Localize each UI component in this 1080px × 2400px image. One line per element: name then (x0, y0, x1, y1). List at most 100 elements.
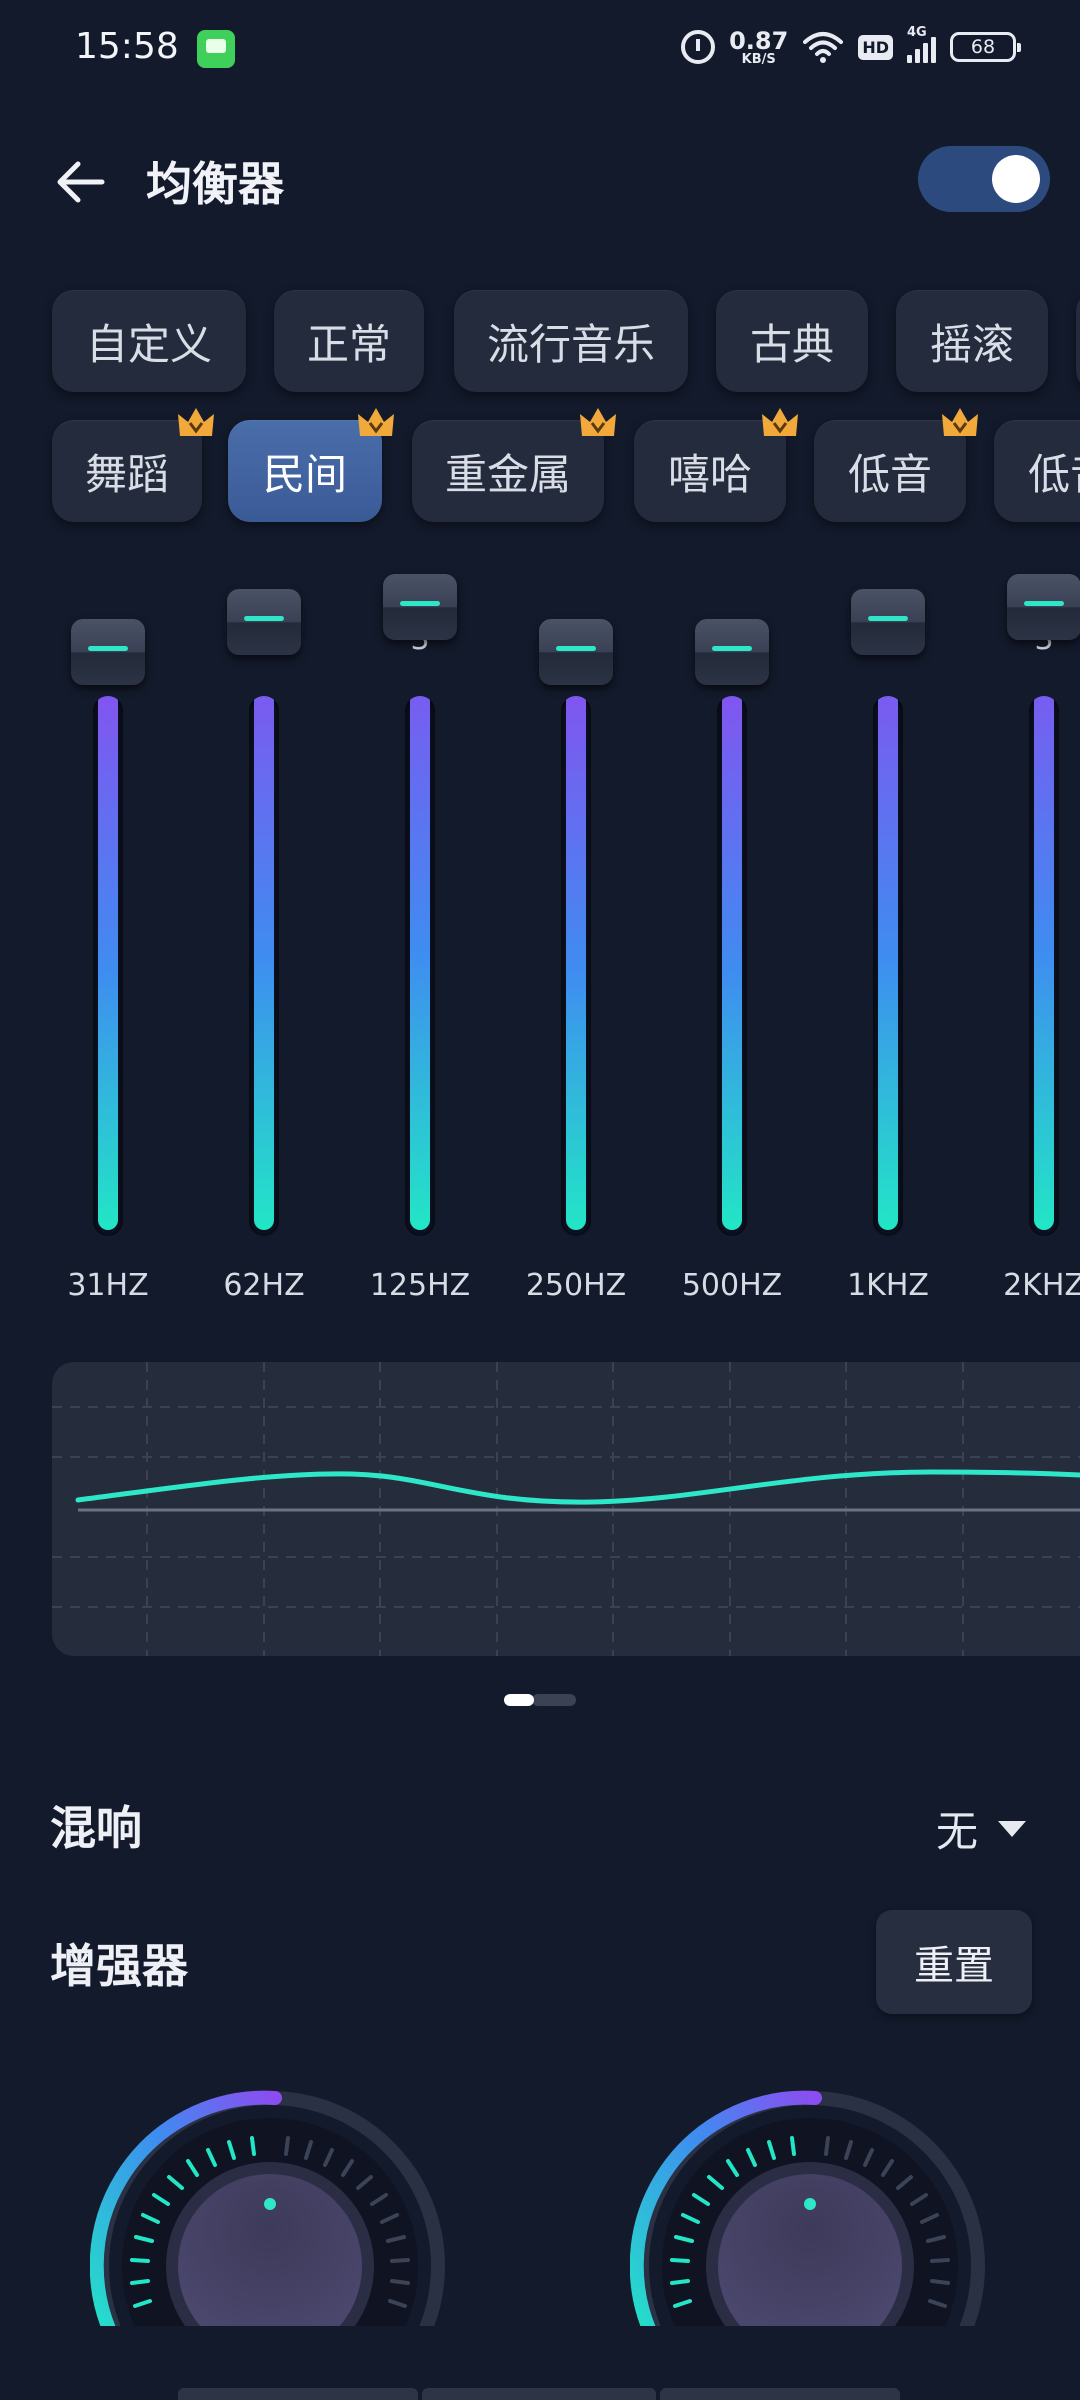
bottom-tab-strip (178, 2384, 1078, 2400)
reverb-value: 无 (935, 1807, 978, 1856)
page-dot-active (504, 1694, 534, 1706)
preset-label: 低音 (847, 449, 932, 499)
preset-chip[interactable]: 摇滚 (896, 290, 1048, 392)
band-slider-track[interactable] (1029, 696, 1059, 1236)
preset-label: 摇滚 (929, 319, 1014, 369)
band-frequency: 500HZ (681, 1268, 783, 1303)
band-slider-track[interactable] (717, 696, 747, 1236)
enhancer-knob-right[interactable] (630, 2086, 990, 2326)
net-speed: 0.87 KB/S (729, 29, 788, 66)
band-frequency: 2KHZ (1003, 1268, 1080, 1303)
band-slider-fill (566, 696, 586, 1230)
band-frequency: 62HZ (223, 1268, 305, 1303)
eq-band: 3 125HZ (350, 574, 490, 1303)
band-slider-fill (254, 696, 274, 1230)
reset-label: 重置 (914, 1943, 994, 1989)
band-slider-thumb[interactable] (695, 619, 769, 685)
band-frequency: 31HZ (67, 1268, 149, 1303)
bottom-tab[interactable] (422, 2388, 656, 2400)
preset-label: 古典 (749, 319, 834, 369)
crown-icon (762, 408, 798, 436)
wifi-icon (803, 32, 844, 63)
preset-chip[interactable]: 正常 (274, 290, 424, 392)
hd-badge: HD (858, 34, 893, 60)
reverb-dropdown[interactable]: 无 (936, 1798, 1026, 1859)
band-slider-fill (722, 696, 742, 1230)
header: 均衡器 (0, 130, 1080, 226)
rotary-knob-icon (90, 2090, 445, 2326)
preset-chip[interactable]: 重金属 (412, 408, 616, 522)
preset-row-2: 舞蹈 民间 重金属 嘻哈 低音 低音 (0, 408, 1080, 526)
toggle-knob (992, 155, 1040, 203)
crown-icon (358, 408, 394, 436)
preset-label: 低音 (1028, 449, 1080, 499)
eq-band: 2 1KHZ (818, 589, 958, 1303)
messages-app-icon (197, 30, 235, 68)
band-slider-track[interactable] (249, 696, 279, 1236)
equalizer-enable-toggle[interactable] (918, 146, 1050, 212)
alarm-icon (681, 30, 716, 64)
crown-icon (178, 408, 214, 436)
preset-label: 民间 (262, 449, 347, 499)
battery-level: 68 (970, 36, 996, 58)
battery-icon: 68 (950, 32, 1021, 62)
band-frequency: 125HZ (369, 1268, 471, 1303)
band-slider-thumb[interactable] (227, 589, 301, 655)
eq-curve-line (75, 1469, 1080, 1505)
band-slider-fill (410, 696, 430, 1230)
net-speed-value: 0.87 (729, 26, 789, 55)
network-type: 4G (907, 25, 927, 40)
back-arrow-icon[interactable] (52, 154, 108, 210)
reverb-label: 混响 (50, 1801, 142, 1855)
eq-band: 0 31HZ (38, 600, 178, 1303)
preset-label: 重金属 (444, 449, 571, 499)
band-slider-track[interactable] (405, 696, 435, 1236)
preset-chip[interactable]: 舞蹈 (52, 408, 214, 522)
preset-chip-clipped[interactable]: 低音 (994, 420, 1080, 522)
crown-icon (942, 408, 978, 436)
preset-label: 流行音乐 (486, 319, 655, 369)
page-title: 均衡器 (146, 157, 284, 211)
eq-band: 0 500HZ (662, 600, 802, 1303)
preset-chip[interactable]: 嘻哈 (634, 408, 798, 522)
preset-chip-active[interactable]: 民间 (228, 408, 394, 522)
chevron-down-icon (998, 1820, 1026, 1837)
band-slider-thumb[interactable] (1007, 574, 1080, 640)
preset-row-1: 自定义 正常 流行音乐 古典 摇滚 (0, 290, 1080, 396)
equalizer-bands: 0 31HZ 2 62HZ 3 125HZ 0 250HZ 0 500H (0, 574, 1080, 1320)
preset-label: 自定义 (85, 319, 212, 369)
band-slider-fill (1034, 696, 1054, 1230)
eq-curve-panel (52, 1362, 1080, 1656)
band-slider-track[interactable] (873, 696, 903, 1236)
bottom-tab[interactable] (178, 2388, 418, 2400)
band-slider-fill (878, 696, 898, 1230)
band-slider-thumb[interactable] (851, 589, 925, 655)
preset-label: 舞蹈 (84, 449, 169, 499)
crown-icon (580, 408, 616, 436)
status-bar: 15:58 0.87 KB/S HD 4G 68 (0, 0, 1080, 96)
band-frequency: 1KHZ (847, 1268, 929, 1303)
enhancer-knob-left[interactable] (90, 2086, 450, 2326)
reset-button[interactable]: 重置 (876, 1910, 1032, 2014)
bottom-tab[interactable] (660, 2388, 900, 2400)
net-speed-unit: KB/S (741, 51, 776, 67)
band-frequency: 250HZ (525, 1268, 627, 1303)
band-slider-thumb[interactable] (383, 574, 457, 640)
preset-chip[interactable]: 流行音乐 (454, 290, 688, 392)
preset-label: 正常 (306, 319, 391, 369)
eq-band: 0 250HZ (506, 600, 646, 1303)
eq-curve-graph (52, 1362, 1080, 1656)
page-dot (532, 1694, 576, 1706)
preset-chip[interactable]: 自定义 (52, 290, 246, 392)
preset-chip[interactable]: 低音 (814, 408, 978, 522)
preset-label: 嘻哈 (667, 449, 752, 499)
preset-chip-clipped[interactable] (1076, 290, 1080, 392)
status-time: 15:58 (75, 26, 179, 67)
band-slider-thumb[interactable] (539, 619, 613, 685)
band-slider-track[interactable] (93, 696, 123, 1236)
band-slider-thumb[interactable] (71, 619, 145, 685)
rotary-knob-icon (630, 2090, 985, 2326)
status-icons: 0.87 KB/S HD 4G 68 (681, 24, 1021, 70)
preset-chip[interactable]: 古典 (716, 290, 868, 392)
band-slider-track[interactable] (561, 696, 591, 1236)
